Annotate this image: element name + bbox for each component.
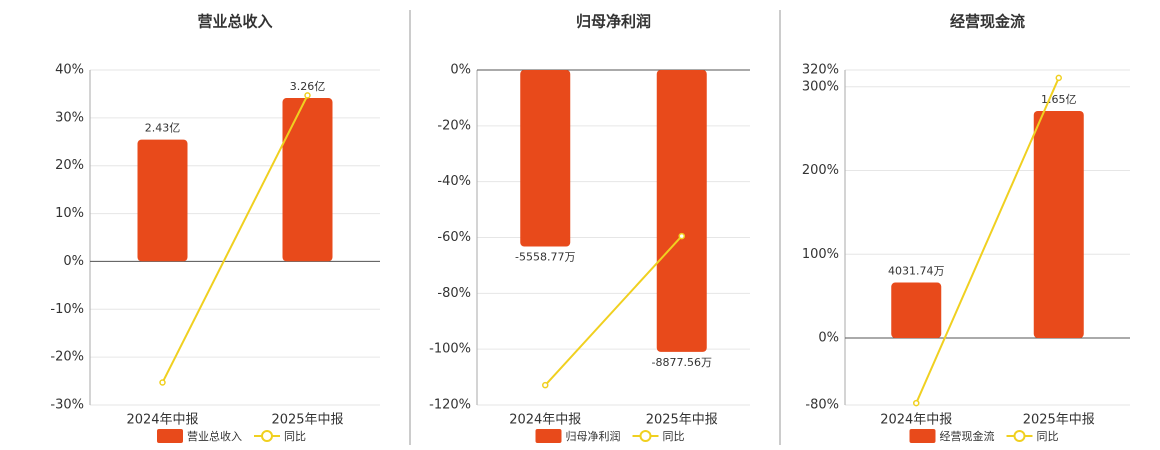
y-tick-label: -80% xyxy=(805,398,839,413)
legend-label: 归母净利润 xyxy=(566,429,621,443)
y-tick-label: 0% xyxy=(450,63,471,78)
y-tick-label: -10% xyxy=(50,302,84,317)
y-tick-label: 10% xyxy=(55,206,84,221)
bar xyxy=(282,98,333,262)
legend-swatch xyxy=(909,429,936,443)
bar-label: 4031.74万 xyxy=(888,265,945,278)
chart-title: 营业总收入 xyxy=(197,13,272,31)
chart-title: 归母净利润 xyxy=(576,13,651,31)
y-tick-label: -40% xyxy=(437,174,471,189)
bar xyxy=(520,70,571,247)
chart-title: 经营现金流 xyxy=(950,13,1025,31)
bar-label: 2.43亿 xyxy=(145,122,181,135)
y-tick-label: -100% xyxy=(429,342,471,357)
line-marker xyxy=(304,92,311,99)
x-tick-label: 2025年中报 xyxy=(271,413,343,428)
x-tick-label: 2025年中报 xyxy=(646,413,718,428)
legend-swatch xyxy=(535,429,562,443)
line-marker xyxy=(542,381,549,389)
y-tick-label: 320% xyxy=(802,63,839,78)
line xyxy=(544,235,683,386)
y-tick-label: 40% xyxy=(55,63,84,78)
legend-swatch xyxy=(157,429,183,443)
legend-swatch xyxy=(1013,430,1026,442)
y-tick-label: 30% xyxy=(55,110,84,125)
line-marker xyxy=(913,399,920,407)
y-tick-label: 20% xyxy=(55,158,84,173)
legend-label: 同比 xyxy=(1037,430,1059,443)
bar xyxy=(1033,110,1084,338)
y-tick-label: -20% xyxy=(437,118,471,133)
bar-label: -8877.56万 xyxy=(652,356,712,369)
line-marker xyxy=(159,379,166,386)
y-tick-label: -120% xyxy=(429,398,471,413)
bar-label: 3.26亿 xyxy=(290,80,326,93)
legend-label: 营业总收入 xyxy=(187,429,242,443)
legend-swatch xyxy=(639,430,652,442)
legend-label: 同比 xyxy=(663,430,685,443)
y-tick-label: 100% xyxy=(802,247,839,262)
bar xyxy=(137,139,188,262)
y-tick-label: -30% xyxy=(50,398,84,413)
line-marker xyxy=(1055,74,1062,82)
bar xyxy=(656,70,707,352)
y-tick-label: -60% xyxy=(437,230,471,245)
x-tick-label: 2024年中报 xyxy=(509,413,581,428)
x-tick-label: 2025年中报 xyxy=(1023,413,1095,428)
line-marker xyxy=(678,232,685,240)
legend-swatch xyxy=(261,430,273,442)
line xyxy=(915,77,1060,404)
bar-label: -5558.77万 xyxy=(515,251,575,264)
bar xyxy=(891,282,942,338)
y-tick-label: 0% xyxy=(818,331,839,346)
y-tick-label: 0% xyxy=(63,254,84,269)
y-tick-label: 300% xyxy=(802,79,839,94)
legend-label: 同比 xyxy=(284,430,306,443)
y-tick-label: -80% xyxy=(437,286,471,301)
x-tick-label: 2024年中报 xyxy=(126,413,198,428)
x-tick-label: 2024年中报 xyxy=(880,413,952,428)
legend-label: 经营现金流 xyxy=(940,429,995,443)
line xyxy=(161,94,309,383)
y-tick-label: -20% xyxy=(50,350,84,365)
y-tick-label: 200% xyxy=(802,163,839,178)
